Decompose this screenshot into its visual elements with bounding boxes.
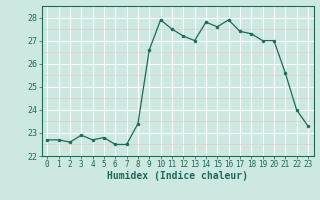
X-axis label: Humidex (Indice chaleur): Humidex (Indice chaleur): [107, 171, 248, 181]
